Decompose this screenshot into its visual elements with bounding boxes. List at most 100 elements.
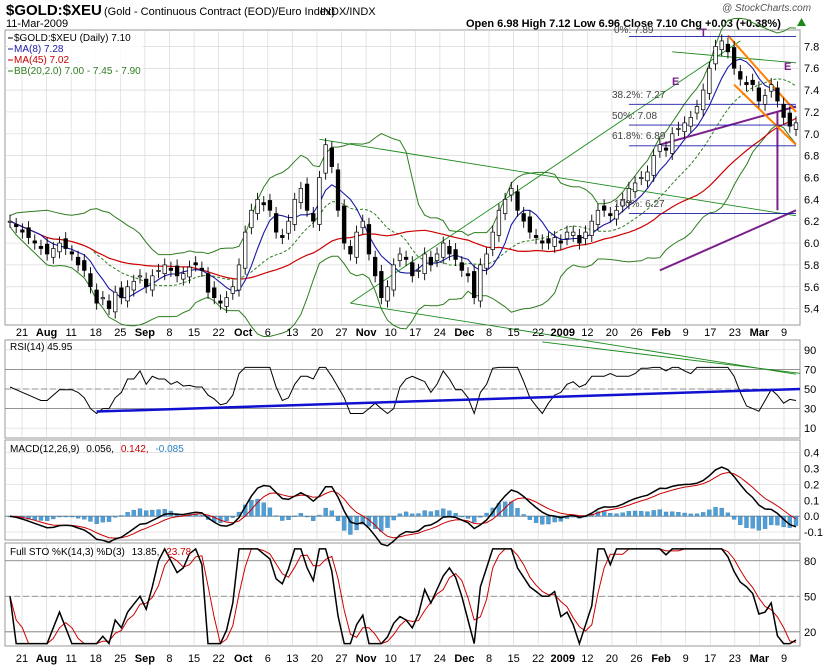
macd-histogram-bar bbox=[762, 516, 768, 529]
candle-body bbox=[379, 271, 384, 299]
macd-line bbox=[9, 466, 797, 547]
macd-histogram-bar bbox=[447, 510, 452, 517]
candle-body bbox=[738, 71, 743, 80]
macd-histogram-bar bbox=[775, 516, 780, 526]
x-tick-label: 20 bbox=[311, 327, 323, 339]
candle-body bbox=[527, 216, 533, 233]
y-tick-label: 70 bbox=[804, 364, 816, 376]
candle-body bbox=[181, 273, 186, 280]
legend-ma8: MA(8) 7.28 bbox=[14, 44, 64, 55]
macd-histogram-bar bbox=[137, 508, 143, 517]
candle-body bbox=[682, 122, 687, 132]
y-tick-label: 7.8 bbox=[804, 41, 819, 53]
wave-label-e2: E bbox=[784, 61, 791, 73]
candle-body bbox=[156, 270, 161, 272]
y-tick-label: 5.6 bbox=[804, 282, 819, 294]
candle-body bbox=[515, 191, 520, 211]
macd-histogram-bar bbox=[725, 512, 731, 517]
macd-histogram-bar bbox=[639, 511, 644, 517]
macd-histogram-bar bbox=[707, 509, 712, 517]
x-tick-label: Aug bbox=[36, 653, 57, 665]
candle-body bbox=[614, 209, 619, 220]
x-tick-label: Sep bbox=[135, 327, 155, 339]
candle-body bbox=[601, 205, 607, 211]
candle-body bbox=[63, 238, 68, 249]
macd-histogram-bar bbox=[335, 516, 341, 522]
x-tick-label: Oct bbox=[234, 327, 253, 339]
macd-histogram-bar bbox=[267, 507, 273, 517]
macd-histogram-bar bbox=[682, 512, 687, 517]
candle-body bbox=[762, 95, 768, 105]
candle-body bbox=[224, 297, 229, 307]
macd-histogram-bar bbox=[731, 516, 737, 520]
candle-body bbox=[360, 220, 365, 229]
macd-histogram-bar bbox=[750, 516, 755, 529]
macd-histogram-bar bbox=[670, 511, 675, 517]
wedge-line-upper bbox=[659, 105, 797, 146]
macd-histogram-bar bbox=[286, 516, 291, 520]
candle-body bbox=[366, 224, 372, 255]
candle-body bbox=[372, 256, 378, 277]
candle-body bbox=[273, 213, 279, 233]
macd-histogram-bar bbox=[478, 516, 483, 518]
macd-histogram-bar bbox=[329, 510, 334, 517]
candle-body bbox=[162, 264, 167, 274]
candle-body bbox=[577, 235, 582, 244]
candle-body bbox=[663, 147, 669, 151]
candle-body bbox=[583, 231, 588, 240]
x-tick-label: 18 bbox=[90, 653, 102, 665]
fib-label-100: 100%: 6.27 bbox=[614, 199, 665, 210]
candle-body bbox=[441, 242, 446, 258]
candle-body bbox=[7, 220, 13, 223]
x-tick-label: Sep bbox=[135, 653, 155, 665]
orange-channel-lower bbox=[733, 83, 797, 146]
macd-histogram-bar bbox=[527, 516, 533, 520]
candle-body bbox=[787, 112, 792, 127]
candle-body bbox=[236, 264, 242, 291]
candle-body bbox=[701, 89, 706, 111]
candle-body bbox=[775, 87, 780, 102]
candle-body bbox=[410, 262, 415, 277]
macd-histogram-bar bbox=[391, 516, 396, 521]
candle-body bbox=[670, 133, 675, 154]
candle-body bbox=[509, 188, 514, 196]
macd-histogram-bar bbox=[713, 507, 718, 517]
candle-body bbox=[521, 213, 526, 222]
candle-body bbox=[769, 84, 774, 92]
candle-body bbox=[502, 199, 508, 214]
macd-histogram-bar bbox=[509, 501, 514, 517]
candle-body bbox=[676, 127, 681, 130]
macd-histogram-bar bbox=[94, 516, 99, 524]
candle-body bbox=[199, 267, 205, 271]
candle-body bbox=[651, 155, 656, 176]
sto-k-line bbox=[9, 547, 797, 647]
candle-body bbox=[51, 248, 56, 258]
x-tick-label: 15 bbox=[507, 653, 519, 665]
watermark: @ StockCharts.com bbox=[722, 3, 811, 14]
x-tick-label: 25 bbox=[114, 653, 126, 665]
candle-body bbox=[564, 231, 570, 240]
candle-body bbox=[688, 117, 693, 127]
candle-body bbox=[193, 262, 198, 266]
candle-body bbox=[608, 213, 613, 217]
macd-histogram-bar bbox=[348, 516, 353, 535]
candle-body bbox=[416, 270, 421, 272]
candle-body bbox=[589, 220, 594, 236]
macd-histogram-bar bbox=[63, 516, 68, 518]
macd-histogram-bar bbox=[125, 512, 130, 517]
fib-label-382: 38.2%: 7.27 bbox=[612, 90, 666, 101]
macd-histogram-bar bbox=[106, 516, 112, 522]
candle-body bbox=[750, 79, 755, 85]
candle-body bbox=[645, 171, 650, 182]
macd-histogram-bar bbox=[69, 516, 75, 518]
macd-histogram-bar bbox=[719, 507, 724, 517]
macd-histogram-bar bbox=[434, 510, 440, 517]
x-tick-label: 11 bbox=[65, 653, 76, 665]
candle-body bbox=[428, 256, 434, 266]
macd-histogram-bar bbox=[472, 516, 477, 523]
macd-histogram-bar bbox=[298, 513, 304, 517]
macd-histogram-bar bbox=[131, 509, 136, 517]
x-tick-label: 22 bbox=[532, 327, 544, 339]
macd-histogram-bar bbox=[397, 513, 403, 517]
macd-histogram-bar bbox=[38, 516, 44, 521]
